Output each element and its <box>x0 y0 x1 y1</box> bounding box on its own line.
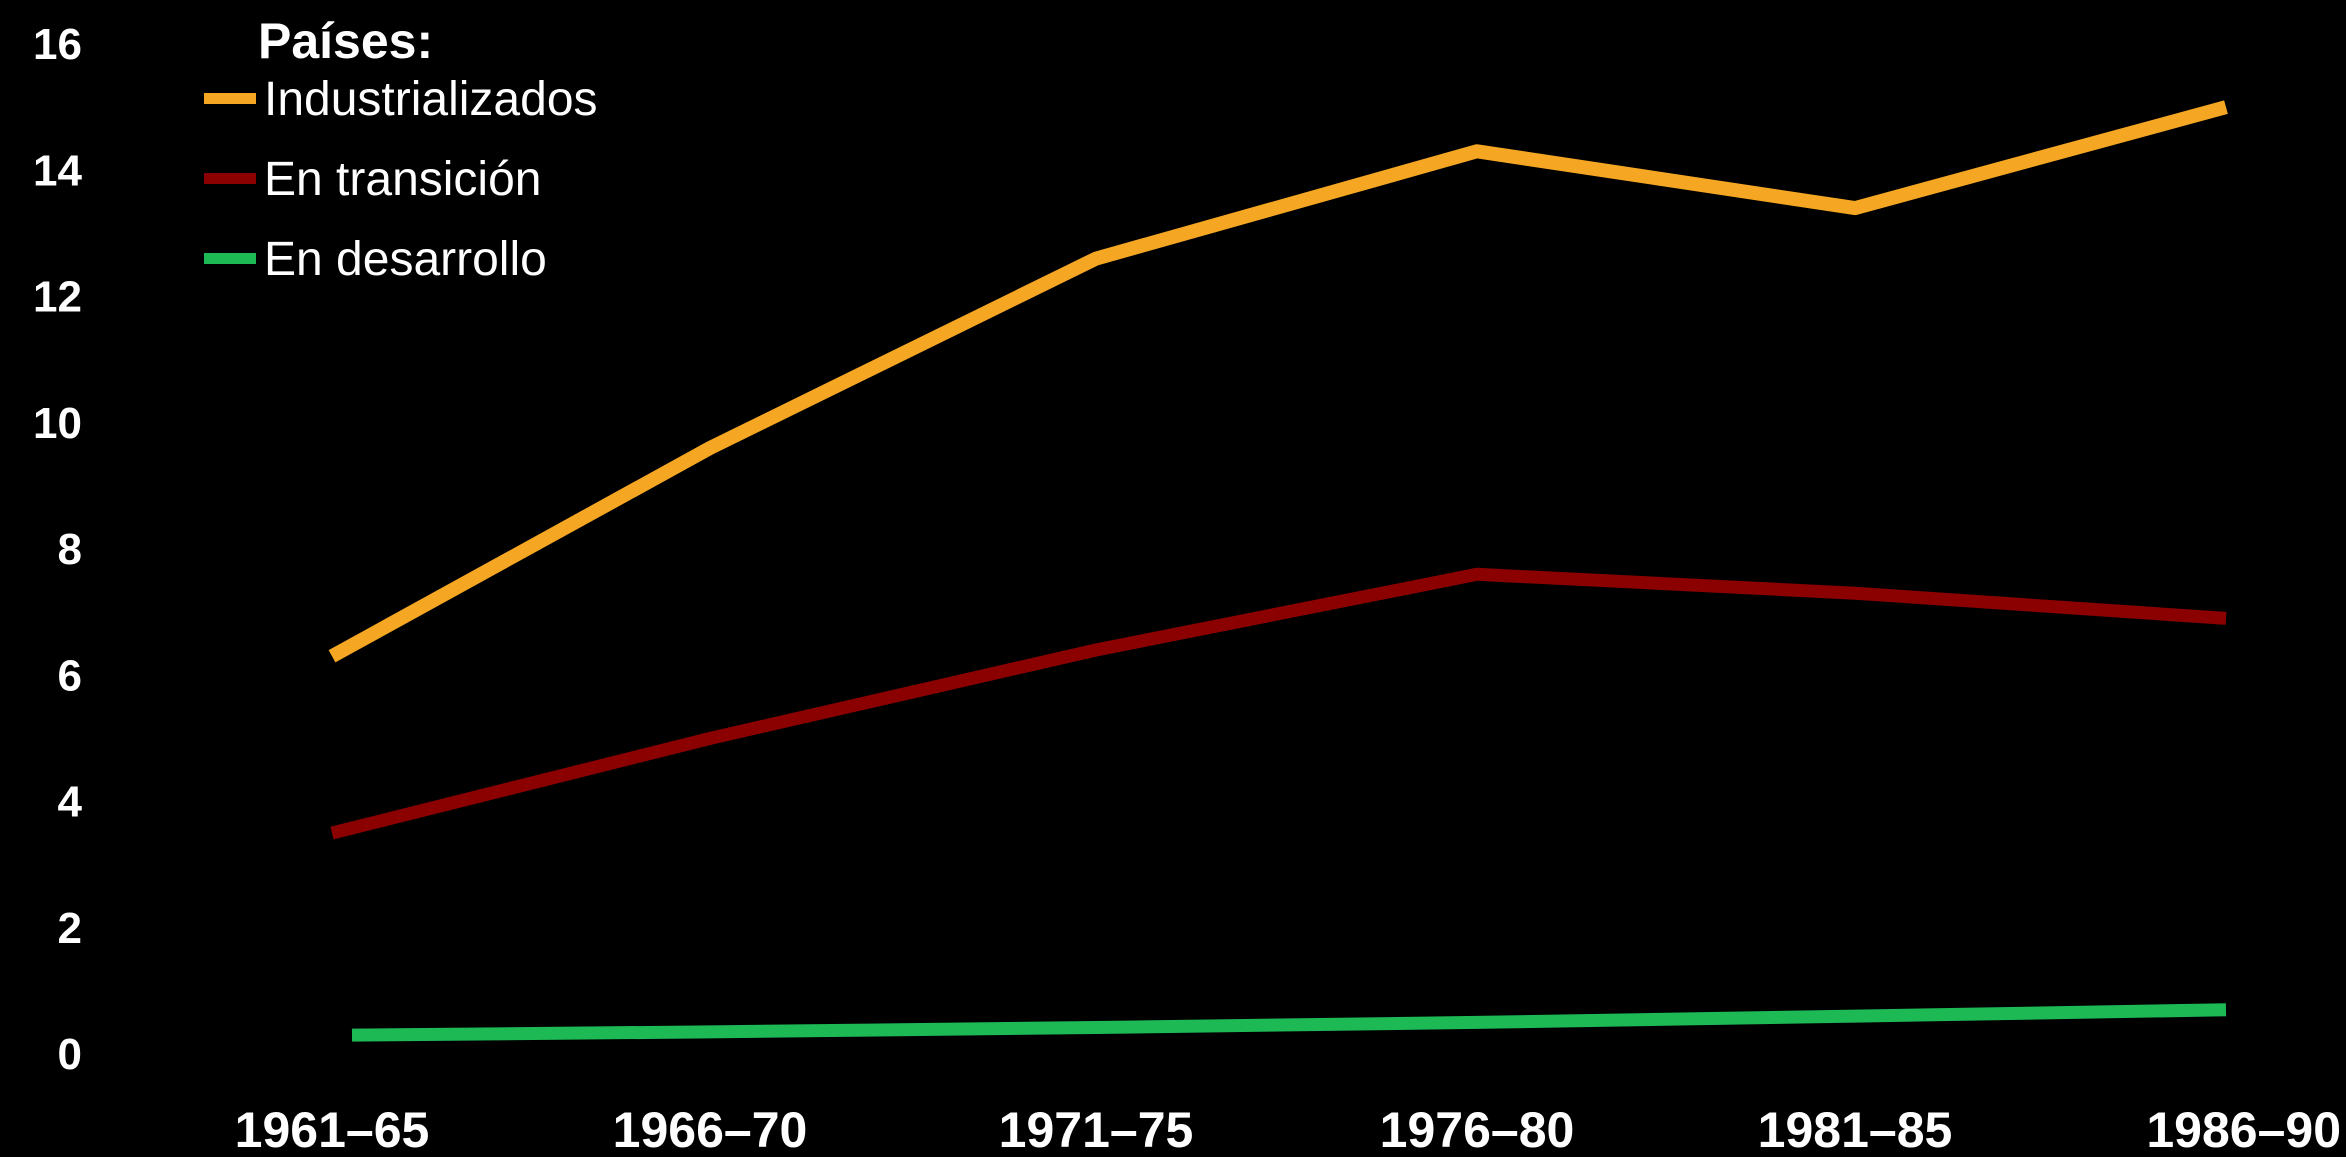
y-tick-label: 12 <box>33 273 82 322</box>
x-tick-label: 1971–75 <box>999 1102 1194 1157</box>
legend-label: En transición <box>264 153 541 206</box>
y-tick-label: 0 <box>58 1030 82 1079</box>
y-tick-label: 2 <box>58 904 82 953</box>
y-axis-tick-labels: 0 2 4 6 8 10 12 14 16 <box>33 20 82 1079</box>
y-tick-label: 4 <box>58 778 83 827</box>
x-tick-label: 1981–85 <box>1758 1102 1953 1157</box>
x-tick-label: 1966–70 <box>613 1102 808 1157</box>
legend-item: Industrializados <box>204 73 598 126</box>
legend-swatch <box>204 173 256 184</box>
y-tick-label: 16 <box>33 20 82 69</box>
legend-swatch <box>204 253 256 264</box>
legend-items: Industrializados En transición En desarrol… <box>204 73 598 286</box>
legend-item: En transición <box>204 153 541 206</box>
x-tick-label: 1976–80 <box>1380 1102 1575 1157</box>
y-tick-label: 14 <box>33 146 82 195</box>
series-line-industrializados <box>328 100 2228 663</box>
legend-label: Industrializados <box>264 73 598 126</box>
legend-item: En desarrollo <box>204 233 547 286</box>
y-tick-label: 8 <box>58 525 82 574</box>
series-line-en-transicion <box>330 567 2227 840</box>
series-line-en-desarrollo <box>351 1003 2227 1042</box>
y-tick-label: 6 <box>58 651 82 700</box>
legend-swatch <box>204 93 256 104</box>
legend-label: En desarrollo <box>264 233 547 286</box>
x-axis-tick-labels: 1961–65 1966–70 1971–75 1976–80 1981–85 1986–… <box>235 1102 2341 1157</box>
legend-title: Países: <box>258 13 433 69</box>
y-tick-label: 10 <box>33 399 82 448</box>
x-tick-label: 1986–90 <box>2146 1102 2341 1157</box>
series-lines <box>328 100 2228 1042</box>
x-tick-label: 1961–65 <box>235 1102 430 1157</box>
legend: Países: Industrializados En transición En … <box>204 13 598 286</box>
